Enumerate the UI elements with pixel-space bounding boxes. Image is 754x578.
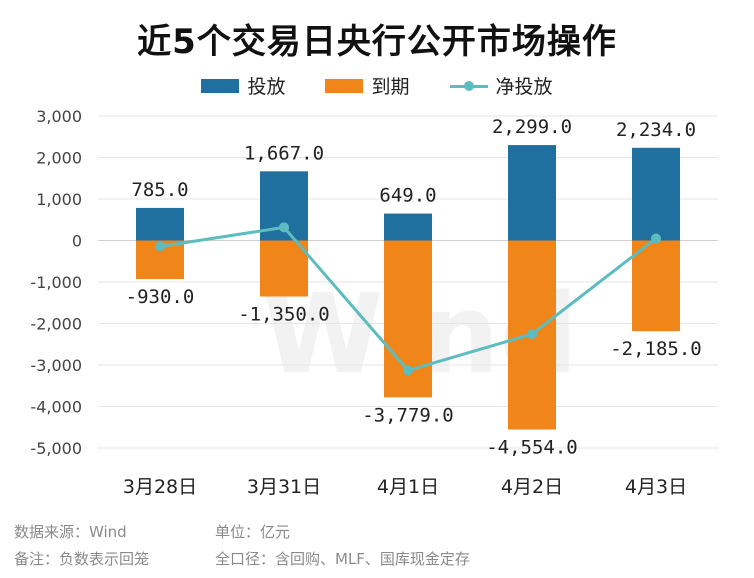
bar-maturity xyxy=(260,240,308,297)
data-label-maturity: -4,554.0 xyxy=(486,436,578,458)
data-label-injection: 785.0 xyxy=(131,179,188,201)
data-label-maturity: -3,779.0 xyxy=(362,404,454,426)
y-tick-label: 0 xyxy=(72,232,82,251)
legend: 投放 到期 净投放 xyxy=(0,72,754,99)
net-point xyxy=(527,329,537,340)
data-label-maturity: -2,185.0 xyxy=(610,338,702,360)
net-point xyxy=(155,241,165,252)
bar-maturity xyxy=(632,240,680,332)
footer-note: 备注：负数表示回笼 xyxy=(14,550,150,568)
x-tick-label: 4月2日 xyxy=(501,476,563,498)
bar-injection xyxy=(632,147,680,241)
legend-item-maturity: 到期 xyxy=(325,72,410,99)
y-tick-label: -5,000 xyxy=(30,439,82,458)
net-point xyxy=(651,233,661,244)
x-tick-label: 4月3日 xyxy=(625,476,687,498)
data-label-injection: 2,299.0 xyxy=(492,116,572,138)
x-tick-label: 4月1日 xyxy=(377,476,439,498)
data-label-maturity: -1,350.0 xyxy=(238,304,330,326)
y-tick-label: 3,000 xyxy=(36,107,82,126)
y-tick-label: -1,000 xyxy=(30,273,82,292)
y-tick-label: 2,000 xyxy=(36,149,82,168)
data-label-maturity: -930.0 xyxy=(126,286,195,308)
legend-label-net: 净投放 xyxy=(495,76,553,98)
legend-label-injection: 投放 xyxy=(247,76,286,98)
data-label-injection: 2,234.0 xyxy=(616,119,696,141)
y-tick-label: -2,000 xyxy=(30,315,82,334)
bar-injection xyxy=(384,213,432,241)
legend-item-injection: 投放 xyxy=(201,72,285,99)
data-label-injection: 1,667.0 xyxy=(244,142,324,164)
net-point xyxy=(279,222,289,233)
footer-unit: 单位：亿元 xyxy=(215,523,291,541)
x-tick-label: 3月31日 xyxy=(247,476,321,498)
bar-injection xyxy=(508,145,556,241)
legend-swatch-maturity xyxy=(325,78,364,93)
footer-scope: 全口径：含回购、MLF、国库现金定存 xyxy=(215,550,470,568)
data-label-injection: 649.0 xyxy=(379,185,436,207)
legend-item-net: 净投放 xyxy=(449,72,553,99)
footer-source: 数据来源：Wind xyxy=(14,523,127,541)
legend-swatch-net xyxy=(449,79,488,93)
net-point xyxy=(403,365,413,376)
bar-injection xyxy=(136,207,184,241)
y-tick-label: -3,000 xyxy=(30,356,82,375)
legend-label-maturity: 到期 xyxy=(371,76,410,98)
x-tick-label: 3月28日 xyxy=(123,476,197,498)
legend-swatch-injection xyxy=(201,78,240,93)
chart-title: 近5个交易日央行公开市场操作 xyxy=(137,22,617,62)
y-tick-label: 1,000 xyxy=(36,190,82,209)
y-tick-label: -4,000 xyxy=(30,398,82,417)
